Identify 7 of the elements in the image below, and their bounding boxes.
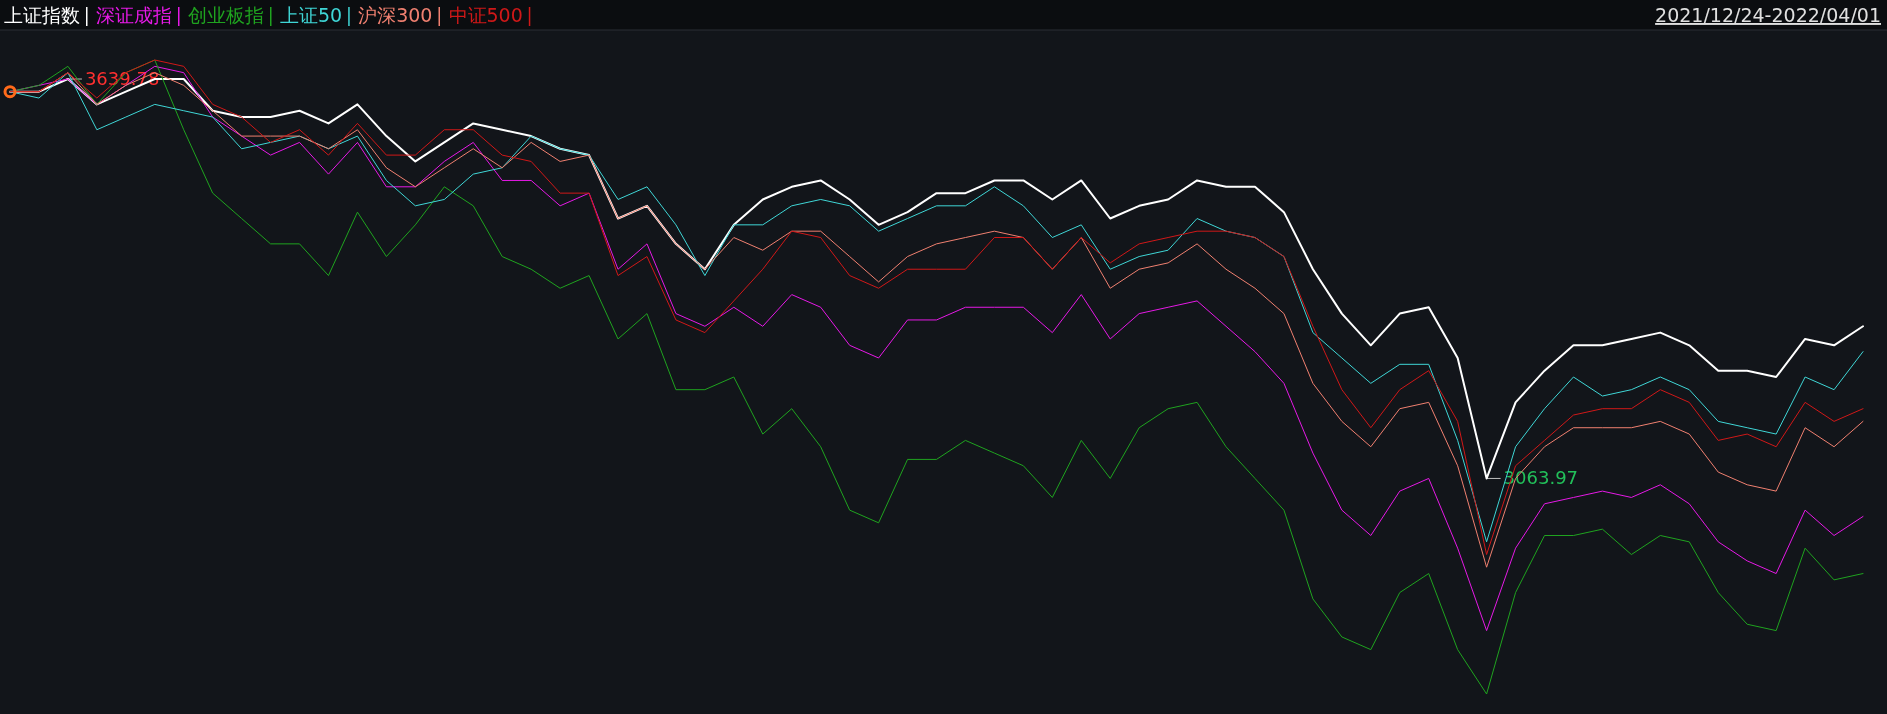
chart-subtitle: 2021/12/24-2022/04/01 [1655, 4, 1881, 26]
legend-label: 创业板指 [188, 4, 264, 26]
legend-label: 上证50 [280, 4, 343, 26]
legend-label: 深证成指 [96, 4, 172, 26]
legend-label: 中证500 [448, 4, 523, 26]
legend-label: 沪深300 [358, 4, 433, 26]
legend-label: 上证指数 [4, 4, 80, 26]
